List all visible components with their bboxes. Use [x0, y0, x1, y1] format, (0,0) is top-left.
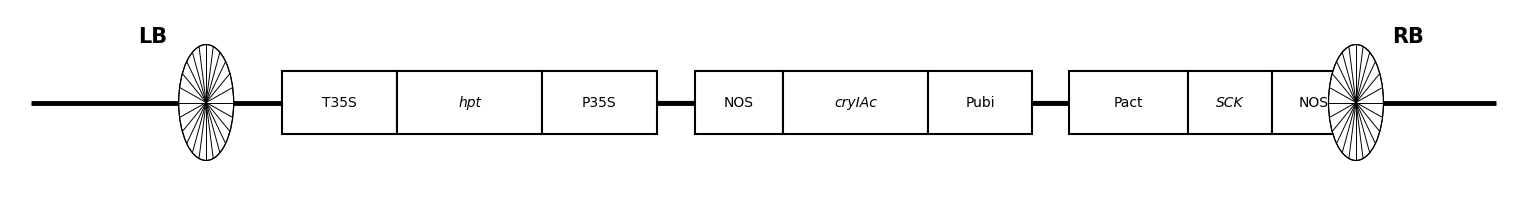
Text: NOS: NOS	[724, 96, 754, 110]
Text: RB: RB	[1393, 27, 1423, 47]
Bar	[1069, 72, 1188, 134]
Ellipse shape	[1328, 45, 1383, 161]
Bar	[928, 72, 1032, 134]
Text: SCK: SCK	[1215, 96, 1245, 110]
Text: LB: LB	[137, 27, 168, 47]
Text: cryIAc: cryIAc	[834, 96, 878, 110]
Text: NOS: NOS	[1299, 96, 1328, 110]
Text: hpt: hpt	[458, 96, 481, 110]
Bar	[783, 72, 928, 134]
Bar	[695, 72, 1032, 134]
Bar	[1069, 72, 1356, 134]
Bar	[397, 72, 542, 134]
Text: P35S: P35S	[582, 96, 617, 110]
Bar	[542, 72, 657, 134]
Text: Pubi: Pubi	[965, 96, 996, 110]
Ellipse shape	[179, 45, 234, 161]
Bar	[1188, 72, 1272, 134]
Text: Pact: Pact	[1113, 96, 1144, 110]
Bar	[695, 72, 783, 134]
Bar	[282, 72, 657, 134]
Bar	[282, 72, 397, 134]
Bar	[1272, 72, 1356, 134]
Text: T35S: T35S	[322, 96, 357, 110]
